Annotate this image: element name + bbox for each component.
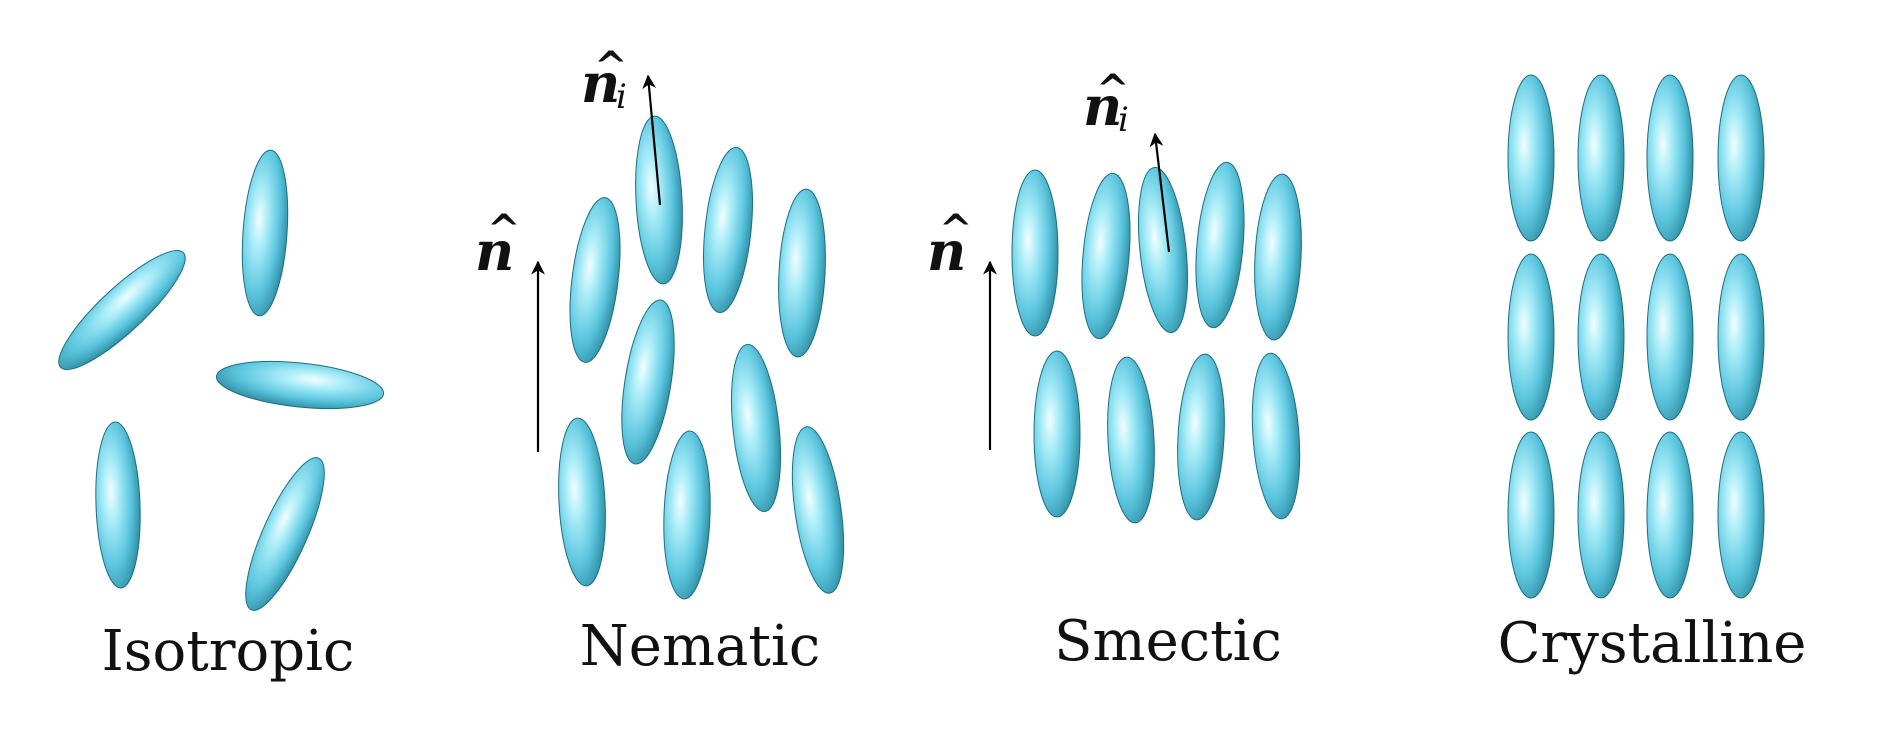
- svg-text:i: i: [616, 77, 627, 117]
- smectic-molecule-6: [1033, 350, 1081, 518]
- nematic-director-label: ^ n: [475, 206, 521, 283]
- crystalline-molecule-3: [1646, 74, 1694, 242]
- svg-text:n: n: [927, 219, 966, 283]
- isotropic-panel: [58, 149, 385, 611]
- smectic-panel: [1011, 161, 1302, 524]
- nematic-molecule-5: [621, 299, 675, 465]
- smectic-molecule-label: ^ n i: [1083, 66, 1130, 140]
- smectic-molecule-9: [1251, 352, 1301, 520]
- svg-text:^: ^: [594, 43, 628, 90]
- smectic-molecule-4: [1195, 161, 1245, 329]
- nematic-molecule-label: ^ n i: [581, 43, 628, 117]
- smectic-director-label: ^ n: [927, 206, 973, 283]
- nematic-molecule-axis-arrow: [642, 74, 662, 206]
- smectic-molecule-2: [1081, 172, 1131, 340]
- crystalline-molecule-5: [1507, 253, 1555, 421]
- isotropic-molecule-2: [241, 149, 289, 317]
- crystalline-panel: [1507, 74, 1765, 599]
- nematic-molecule-6: [730, 343, 782, 513]
- smectic-molecule-7: [1107, 356, 1155, 524]
- crystalline-molecule-7: [1646, 253, 1694, 421]
- smectic-molecule-8: [1177, 353, 1225, 521]
- crystalline-molecule-12: [1717, 431, 1765, 599]
- crystalline-molecule-4: [1717, 74, 1765, 242]
- crystalline-molecule-8: [1717, 253, 1765, 421]
- nematic-molecule-3: [703, 146, 753, 314]
- nematic-panel: [558, 115, 845, 600]
- crystalline-molecule-11: [1646, 431, 1694, 599]
- nematic-molecule-1: [569, 197, 621, 363]
- nematic-molecule-9: [791, 426, 845, 594]
- nematic-molecule-8: [663, 430, 711, 600]
- svg-text:i: i: [1118, 100, 1129, 140]
- isotropic-molecule-3: [215, 360, 385, 410]
- svg-text:n: n: [475, 219, 514, 283]
- nematic-molecule-4: [778, 188, 826, 358]
- crystalline-molecule-1: [1507, 74, 1555, 242]
- svg-text:n: n: [581, 51, 620, 115]
- smectic-molecule-1: [1011, 169, 1059, 337]
- svg-text:^: ^: [487, 206, 521, 253]
- nematic-caption: Nematic: [580, 614, 820, 679]
- smectic-molecule-axis-arrow: [1149, 132, 1171, 253]
- isotropic-molecule-4: [95, 421, 141, 589]
- smectic-molecule-3: [1138, 166, 1188, 334]
- crystalline-molecule-9: [1507, 431, 1555, 599]
- isotropic-molecule-5: [245, 457, 325, 611]
- isotropic-caption: Isotropic: [102, 619, 355, 684]
- crystalline-molecule-10: [1577, 431, 1625, 599]
- crystalline-caption: Crystalline: [1498, 611, 1807, 676]
- svg-text:^: ^: [1096, 66, 1130, 113]
- crystalline-molecule-6: [1577, 253, 1625, 421]
- crystalline-molecule-2: [1577, 74, 1625, 242]
- smectic-molecule-5: [1254, 173, 1302, 341]
- isotropic-molecule-1: [58, 249, 186, 371]
- svg-text:n: n: [1083, 74, 1122, 138]
- svg-text:^: ^: [939, 206, 973, 253]
- smectic-caption: Smectic: [1054, 609, 1282, 674]
- nematic-molecule-7: [558, 417, 606, 587]
